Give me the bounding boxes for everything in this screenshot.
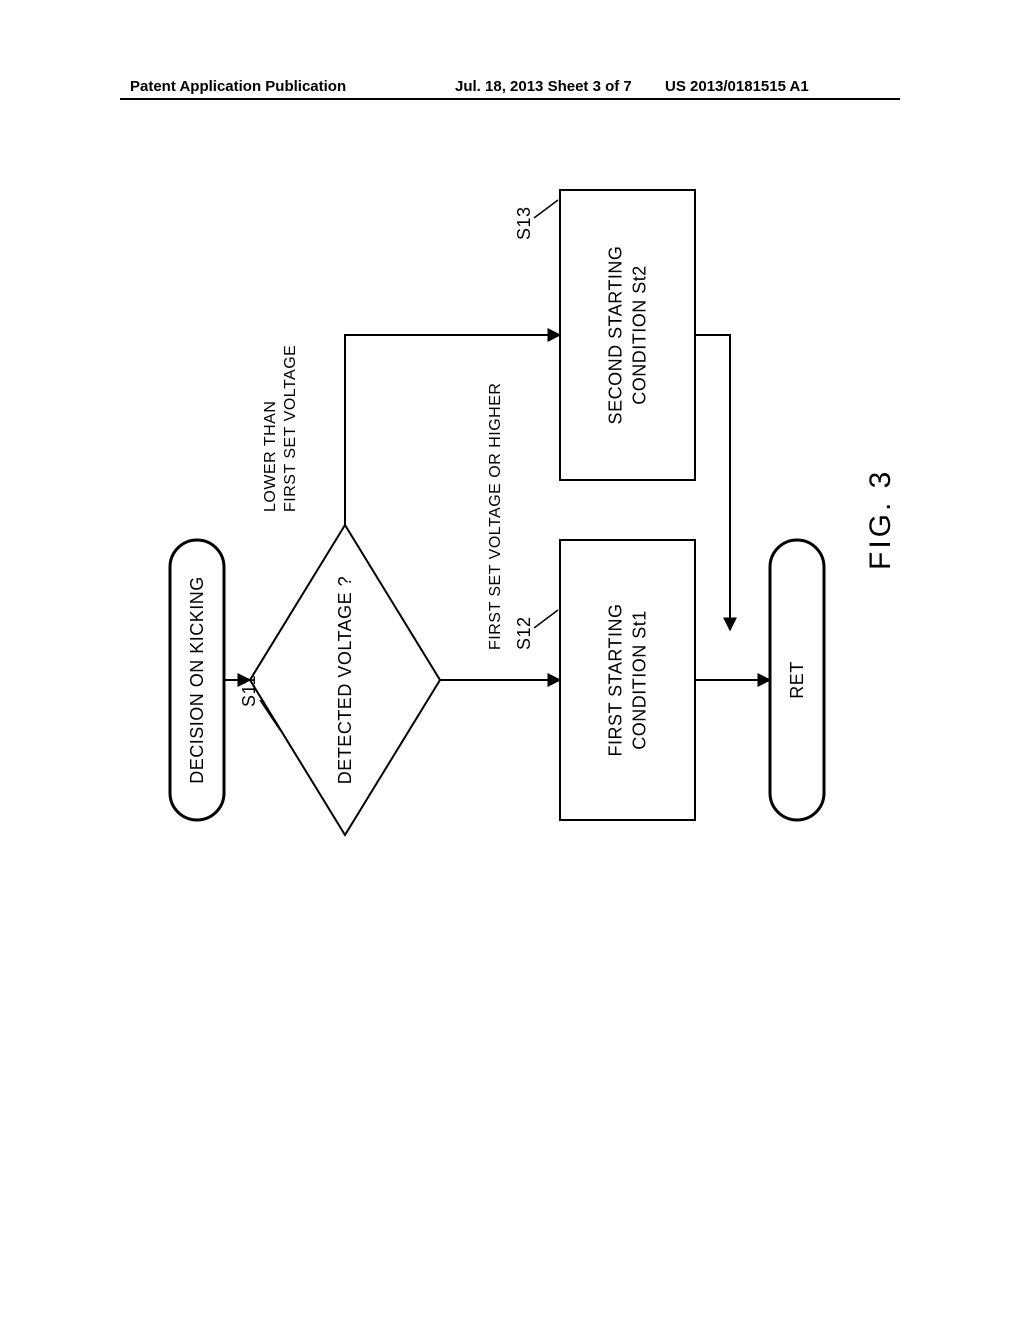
flowchart-svg: DECISION ON KICKING DETECTED VOLTAGE ? FIR… bbox=[130, 160, 930, 960]
svg-text:DECISION ON KICKING: DECISION ON KICKING bbox=[187, 576, 207, 784]
svg-text:S11: S11 bbox=[239, 675, 259, 707]
svg-text:FIRST SET VOLTAGE OR HIGHER: FIRST SET VOLTAGE OR HIGHER bbox=[487, 383, 504, 650]
svg-text:LOWER THAN: LOWER THAN bbox=[262, 401, 279, 512]
header-rule bbox=[120, 98, 900, 100]
flowchart-figure: DECISION ON KICKING DETECTED VOLTAGE ? FIR… bbox=[130, 360, 890, 960]
svg-text:FIRST SET VOLTAGE: FIRST SET VOLTAGE bbox=[282, 345, 299, 512]
svg-text:RET: RET bbox=[787, 661, 807, 699]
header-center-text: Jul. 18, 2013 Sheet 3 of 7 bbox=[455, 78, 632, 95]
svg-text:S13: S13 bbox=[514, 206, 534, 240]
header-right-text: US 2013/0181515 A1 bbox=[665, 78, 809, 95]
svg-text:CONDITION St2: CONDITION St2 bbox=[630, 265, 650, 405]
svg-text:S12: S12 bbox=[514, 616, 534, 650]
svg-text:FIRST STARTING: FIRST STARTING bbox=[606, 603, 626, 756]
svg-text:CONDITION St1: CONDITION St1 bbox=[630, 610, 650, 750]
svg-text:SECOND STARTING: SECOND STARTING bbox=[606, 246, 626, 425]
svg-text:DETECTED VOLTAGE ?: DETECTED VOLTAGE ? bbox=[335, 576, 355, 784]
svg-text:FIG. 3: FIG. 3 bbox=[864, 469, 897, 570]
header-left-text: Patent Application Publication bbox=[130, 78, 346, 95]
